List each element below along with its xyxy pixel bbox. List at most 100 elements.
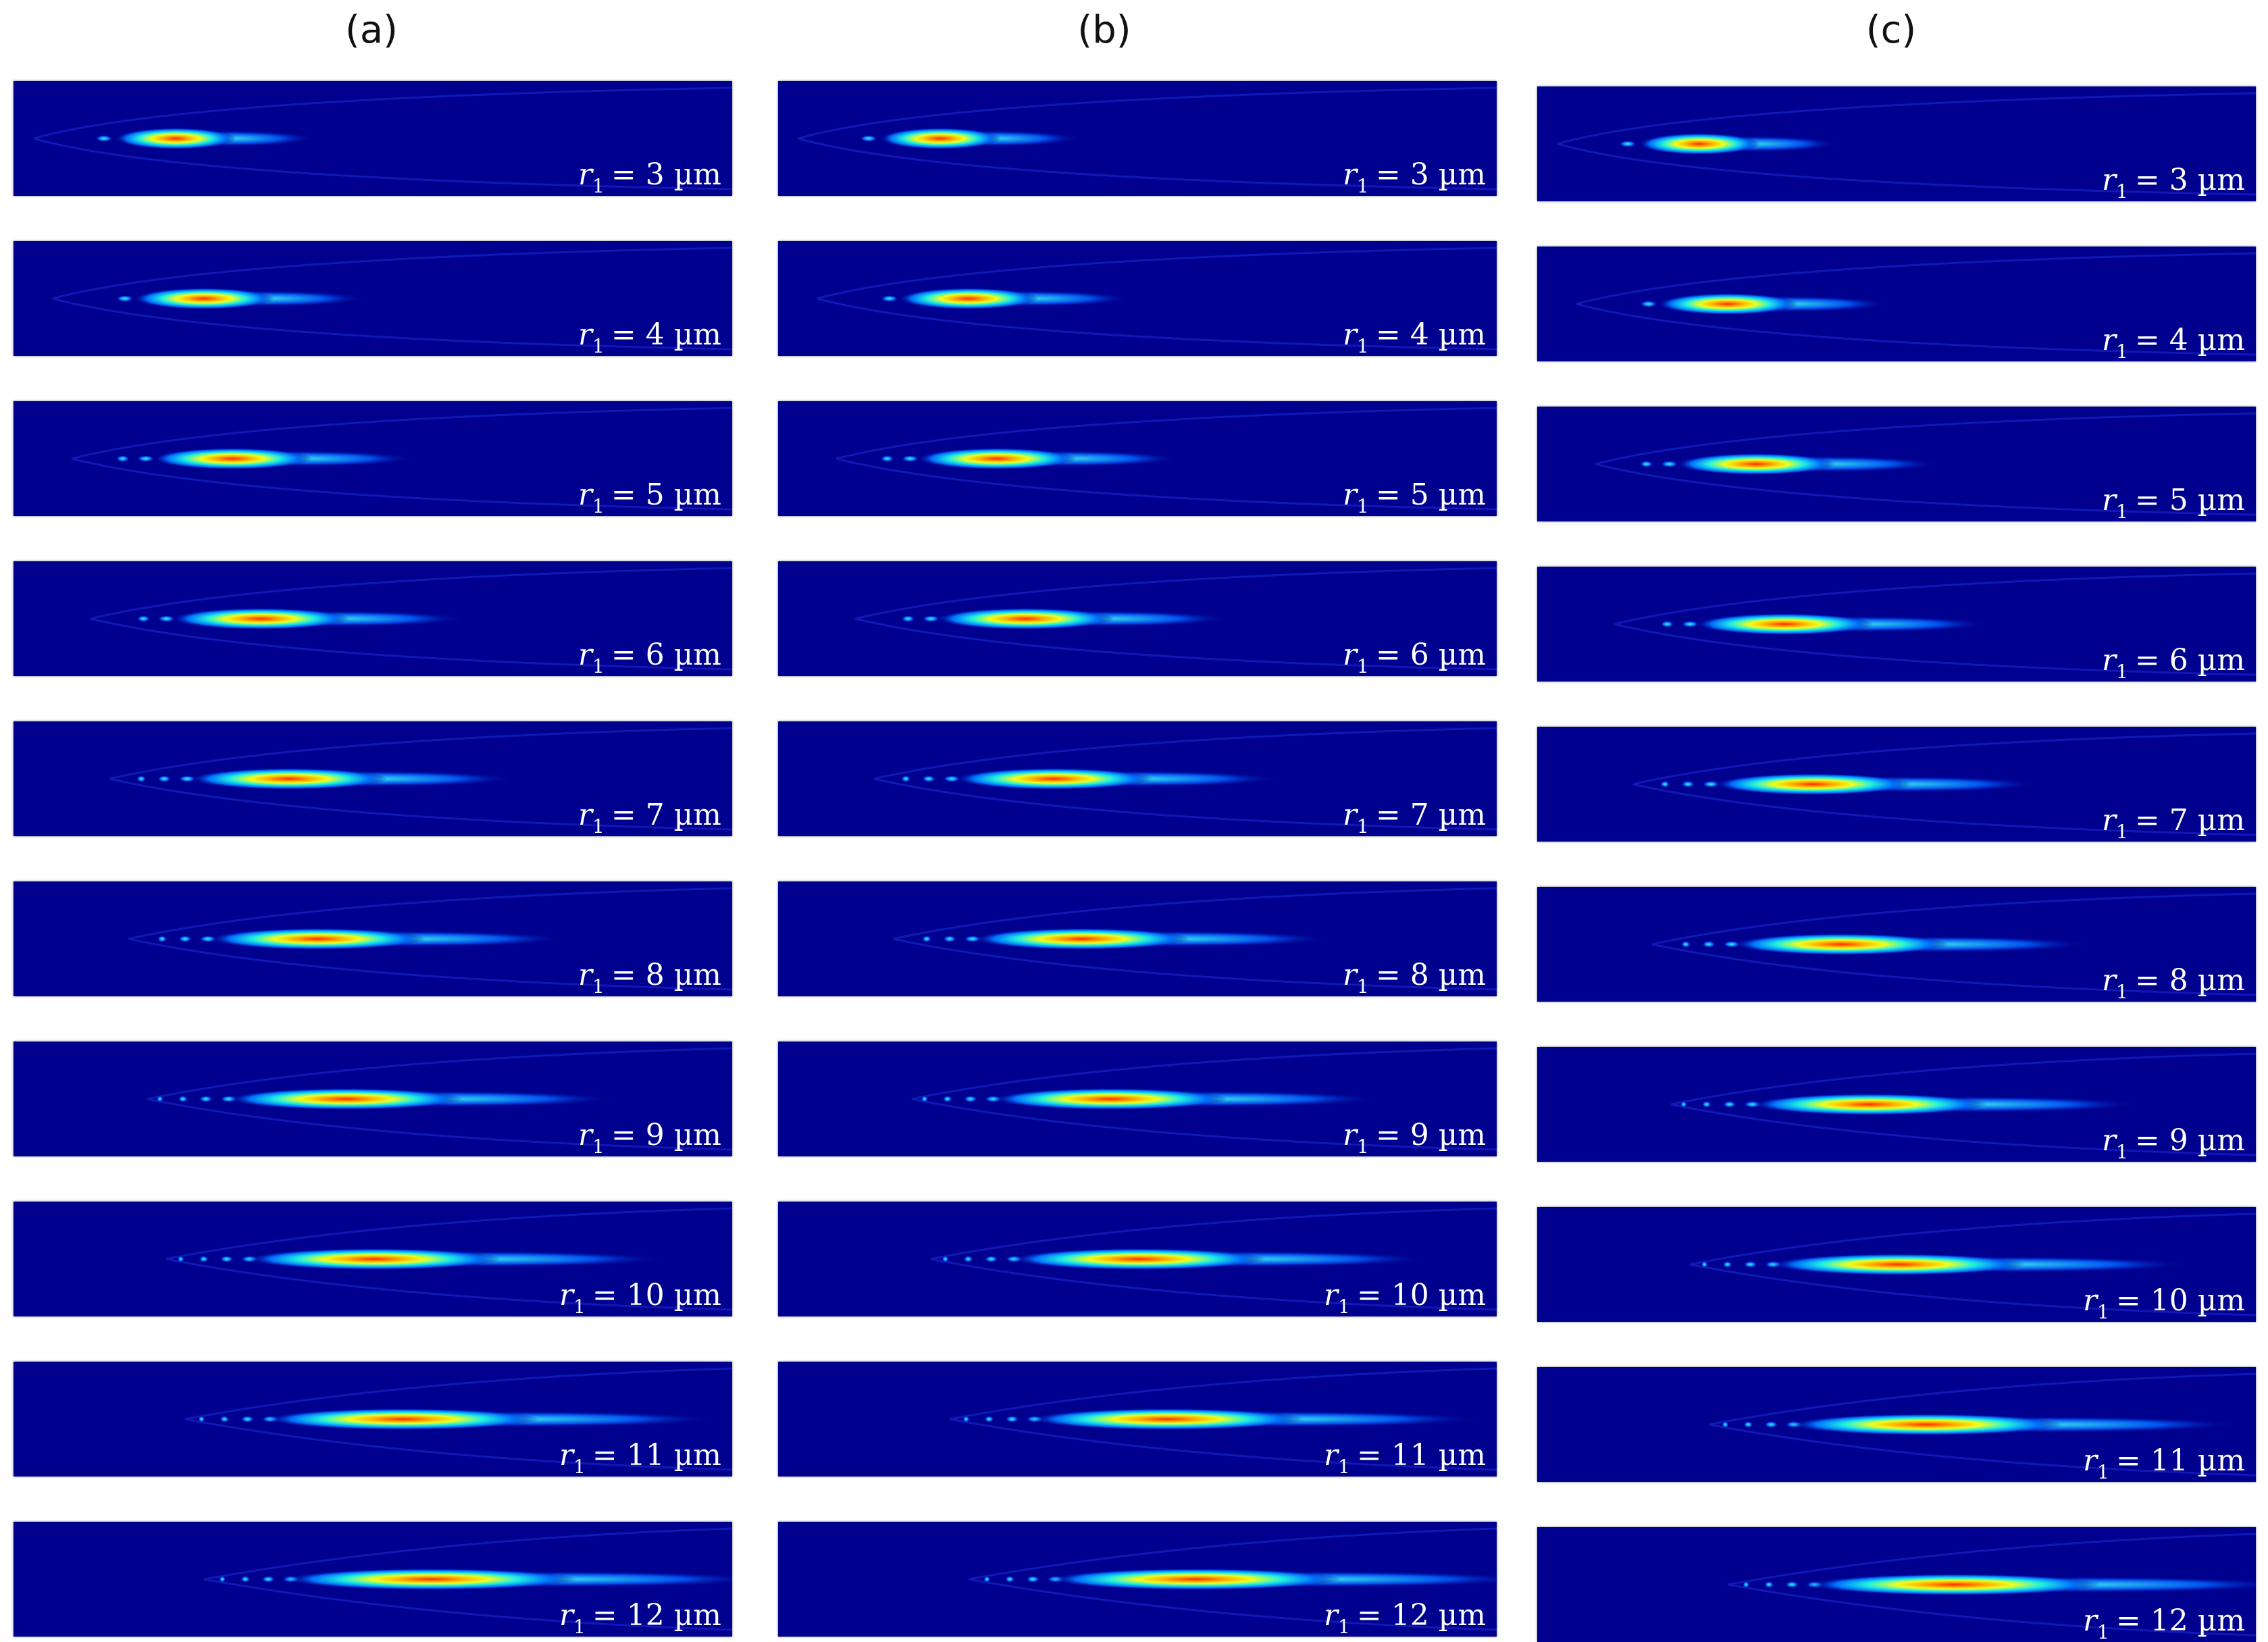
pre-focus-spot xyxy=(157,775,172,782)
radius-subscript: 1 xyxy=(592,495,604,516)
intensity-map xyxy=(109,727,732,831)
radius-value: = 6 µm xyxy=(611,638,721,672)
pre-focus-spot xyxy=(1764,1581,1774,1588)
focal-spot xyxy=(936,608,1114,630)
pre-focus-spot xyxy=(156,1096,163,1102)
pre-focus-spot xyxy=(1702,781,1720,788)
field-panel-a-9: r1 = 11 µm xyxy=(14,1362,732,1477)
focal-spot xyxy=(115,128,236,149)
radius-value: = 11 µm xyxy=(1356,1438,1486,1472)
pre-focus-spot xyxy=(115,455,130,462)
radius-value: = 3 µm xyxy=(611,157,721,192)
radius-value: = 4 µm xyxy=(1375,317,1486,352)
field-panel-c-7: r1 = 9 µm xyxy=(1537,1047,2256,1162)
pre-focus-spot xyxy=(880,455,894,462)
radius-value: = 3 µm xyxy=(1375,157,1486,192)
pre-focus-spot xyxy=(963,1256,973,1262)
radius-label: r1 = 7 µm xyxy=(2102,803,2245,842)
radius-subscript: 1 xyxy=(1338,1295,1350,1316)
radius-subscript: 1 xyxy=(2097,1301,2109,1322)
radius-subscript: 1 xyxy=(2116,661,2128,682)
pre-focus-spot xyxy=(942,1256,949,1262)
side-lobe xyxy=(892,887,1497,991)
radius-symbol: r xyxy=(577,317,593,352)
focal-spot xyxy=(1695,613,1874,635)
side-lobe xyxy=(184,1367,732,1471)
field-panel-b-2: r1 = 4 µm xyxy=(778,241,1497,356)
column-title-c: (c) xyxy=(1865,8,1917,52)
pre-focus-spot xyxy=(962,1416,970,1422)
field-panel-c-6: r1 = 8 µm xyxy=(1537,887,2256,1002)
radius-label: r1 = 4 µm xyxy=(1343,317,1486,356)
radius-label: r1 = 6 µm xyxy=(578,638,721,676)
radius-label: r1 = 10 µm xyxy=(2083,1283,2245,1322)
field-panel-c-1: r1 = 3 µm xyxy=(1537,86,2256,201)
field-panel-c-3: r1 = 5 µm xyxy=(1537,407,2256,521)
radius-label: r1 = 6 µm xyxy=(1343,638,1486,676)
pre-focus-spot xyxy=(983,1576,991,1583)
radius-subscript: 1 xyxy=(573,1456,586,1477)
pre-focus-spot xyxy=(1702,941,1716,948)
field-panel-c-9: r1 = 11 µm xyxy=(1537,1367,2256,1482)
pre-focus-spot xyxy=(1619,140,1636,147)
pre-focus-spot xyxy=(943,775,961,782)
pre-focus-spot xyxy=(963,1096,977,1102)
pre-focus-spot xyxy=(178,775,197,782)
radius-subscript: 1 xyxy=(592,815,604,836)
field-panel-a-3: r1 = 5 µm xyxy=(14,401,732,516)
radius-value: = 8 µm xyxy=(611,958,721,992)
field-panel-b-5: r1 = 7 µm xyxy=(778,721,1497,836)
radius-subscript: 1 xyxy=(1357,335,1369,356)
pre-focus-spot xyxy=(115,295,134,302)
pre-focus-spot xyxy=(177,1256,184,1262)
radius-label: r1 = 11 µm xyxy=(1324,1438,1486,1477)
radius-label: r1 = 8 µm xyxy=(578,958,721,996)
side-lobe xyxy=(949,1367,1497,1471)
pre-focus-spot xyxy=(178,1096,188,1102)
field-panel-a-2: r1 = 4 µm xyxy=(14,241,732,356)
pre-focus-spot xyxy=(901,775,911,782)
side-lobe xyxy=(71,407,732,511)
pre-focus-spot xyxy=(1680,1101,1687,1108)
pre-focus-spot xyxy=(860,135,877,142)
field-panel-a-4: r1 = 6 µm xyxy=(14,561,732,676)
side-lobe xyxy=(835,407,1497,511)
pre-focus-spot xyxy=(880,295,898,302)
focal-spot xyxy=(266,1408,539,1430)
field-panel-c-5: r1 = 7 µm xyxy=(1537,727,2256,842)
radius-subscript: 1 xyxy=(2116,981,2128,1002)
radius-subscript: 1 xyxy=(1357,655,1369,676)
radius-value: = 12 µm xyxy=(2115,1603,2245,1638)
side-lobe xyxy=(1689,1212,2256,1316)
radius-subscript: 1 xyxy=(2116,1141,2128,1162)
intensity-map xyxy=(798,86,1497,190)
radius-symbol: r xyxy=(2101,1123,2117,1158)
pre-focus-spot xyxy=(220,1416,230,1422)
field-panel-b-3: r1 = 5 µm xyxy=(778,401,1497,516)
radius-label: r1 = 9 µm xyxy=(2101,1123,2245,1162)
radius-subscript: 1 xyxy=(2097,1621,2109,1642)
pre-focus-spot xyxy=(984,1416,994,1422)
focal-spot xyxy=(1639,133,1760,155)
radius-value: = 5 µm xyxy=(611,478,721,512)
intensity-map xyxy=(1576,252,2256,356)
intensity-map xyxy=(1708,1372,2256,1477)
radius-label: r1 = 10 µm xyxy=(559,1278,721,1316)
intensity-map xyxy=(71,407,732,511)
radius-label: r1 = 9 µm xyxy=(1343,1118,1486,1156)
side-lobe xyxy=(1708,1372,2256,1477)
intensity-map xyxy=(147,1047,732,1151)
intensity-map xyxy=(1651,892,2256,996)
pre-focus-spot xyxy=(1005,1576,1015,1583)
radius-symbol: r xyxy=(1342,478,1358,512)
radius-value: = 8 µm xyxy=(1375,958,1486,992)
radius-subscript: 1 xyxy=(1357,495,1369,516)
field-panel-a-10: r1 = 12 µm xyxy=(14,1522,732,1637)
side-lobe xyxy=(873,727,1497,831)
pre-focus-spot xyxy=(1743,1261,1757,1268)
radius-label: r1 = 10 µm xyxy=(1324,1278,1486,1316)
pre-focus-spot xyxy=(136,775,147,782)
radius-label: r1 = 3 µm xyxy=(1343,157,1486,196)
focal-spot xyxy=(209,928,426,950)
radius-value: = 11 µm xyxy=(2115,1443,2245,1478)
